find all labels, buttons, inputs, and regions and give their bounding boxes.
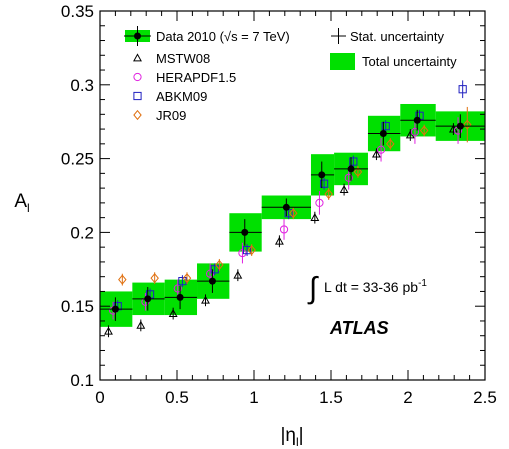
theory-point [238, 248, 247, 258]
legend-theory-marker [133, 91, 142, 101]
x-tick-label: 1.5 [319, 388, 343, 407]
theory-point [279, 225, 289, 234]
y-tick-label: 0.2 [70, 223, 94, 242]
theory-point [381, 122, 390, 131]
theory-point [371, 149, 381, 158]
theory-point [150, 273, 159, 284]
theory-point [168, 308, 178, 317]
plot-frame [99, 10, 486, 381]
legend-total-label: Total uncertainty [362, 54, 457, 69]
x-axis-label: |ηl| [280, 425, 303, 449]
legend-theory-marker [133, 72, 142, 82]
x-tick-label: 0.5 [165, 388, 189, 407]
theory-point [310, 213, 320, 222]
legend: Data 2010 (√s = 7 TeV) MSTW08 HERAPDF1.5 A… [124, 26, 457, 123]
theory-point [289, 208, 298, 219]
lumi-text: L dt = 33-36 pb-1 [324, 278, 427, 295]
theory-point [349, 157, 358, 166]
x-tick-label: 1 [249, 388, 258, 407]
data-point [413, 116, 421, 124]
theory-point [118, 274, 127, 285]
y-tick-label: 0.3 [70, 76, 94, 95]
integral-symbol: ∫ [307, 272, 319, 305]
y-tick-label: 0.25 [61, 150, 94, 169]
data-points [100, 109, 485, 321]
theory-predictions [104, 80, 472, 338]
theory-point [410, 127, 420, 137]
data-point [208, 277, 216, 285]
legend-total-marker [330, 53, 355, 70]
x-tick-label: 0 [95, 388, 104, 407]
theory-point [458, 85, 467, 94]
data-point [241, 228, 249, 236]
theory-point [104, 326, 113, 335]
theory-point [173, 284, 182, 293]
y-axis-label: Al [14, 191, 29, 215]
legend-theory-entries: MSTW08 HERAPDF1.5 ABKM09 JR09 [133, 51, 236, 123]
legend-theory-label: HERAPDF1.5 [156, 70, 236, 85]
theory-point [242, 246, 252, 255]
legend-theory-label: ABKM09 [156, 89, 207, 104]
y-tick-label: 0.35 [61, 2, 94, 21]
theory-point [206, 269, 215, 278]
theory-point [324, 188, 333, 200]
theory-point [136, 320, 146, 329]
theory-point [247, 245, 256, 256]
data-point [347, 165, 355, 173]
theory-point [274, 236, 284, 245]
legend-data-label: Data 2010 (√s = 7 TeV) [156, 29, 290, 44]
y-tick-label: 0.1 [70, 371, 94, 390]
atlas-label: ATLAS [329, 318, 389, 338]
theory-point [376, 145, 386, 154]
x-tick-label: 2.5 [473, 388, 497, 407]
y-tick-label: 0.15 [61, 297, 94, 316]
theory-point [201, 295, 210, 304]
data-point [379, 130, 387, 138]
legend-theory-label: MSTW08 [156, 51, 210, 66]
lumi-annotation: ∫ L dt = 33-36 pb-1 [307, 272, 427, 305]
theory-point [344, 173, 353, 182]
legend-theory-marker [133, 53, 142, 62]
theory-point [419, 125, 429, 136]
theory-point [233, 270, 243, 279]
legend-data-marker [124, 26, 151, 46]
theory-point [339, 184, 349, 193]
data-point [318, 171, 326, 179]
data-point [111, 305, 119, 313]
data-point [282, 203, 290, 211]
theory-point [386, 138, 395, 149]
theory-point [463, 119, 472, 130]
data-point [144, 295, 152, 303]
theory-point [353, 166, 363, 177]
theory-point [182, 273, 192, 284]
x-tick-label: 2 [403, 388, 412, 407]
legend-stat-label: Stat. uncertainty [350, 29, 444, 44]
theory-point [315, 198, 324, 207]
legend-theory-marker [133, 109, 142, 121]
theory-point [215, 259, 224, 270]
data-point [176, 293, 184, 301]
theory-point [210, 265, 219, 274]
data-point [456, 122, 464, 130]
axis-ticks: 0 0.5 1 1.5 2 2.5 0.1 0.15 0.2 0.25 0.3 0.35 [61, 2, 497, 407]
legend-stat-marker [331, 28, 346, 44]
legend-theory-label: JR09 [156, 108, 186, 123]
theory-point [319, 179, 329, 188]
